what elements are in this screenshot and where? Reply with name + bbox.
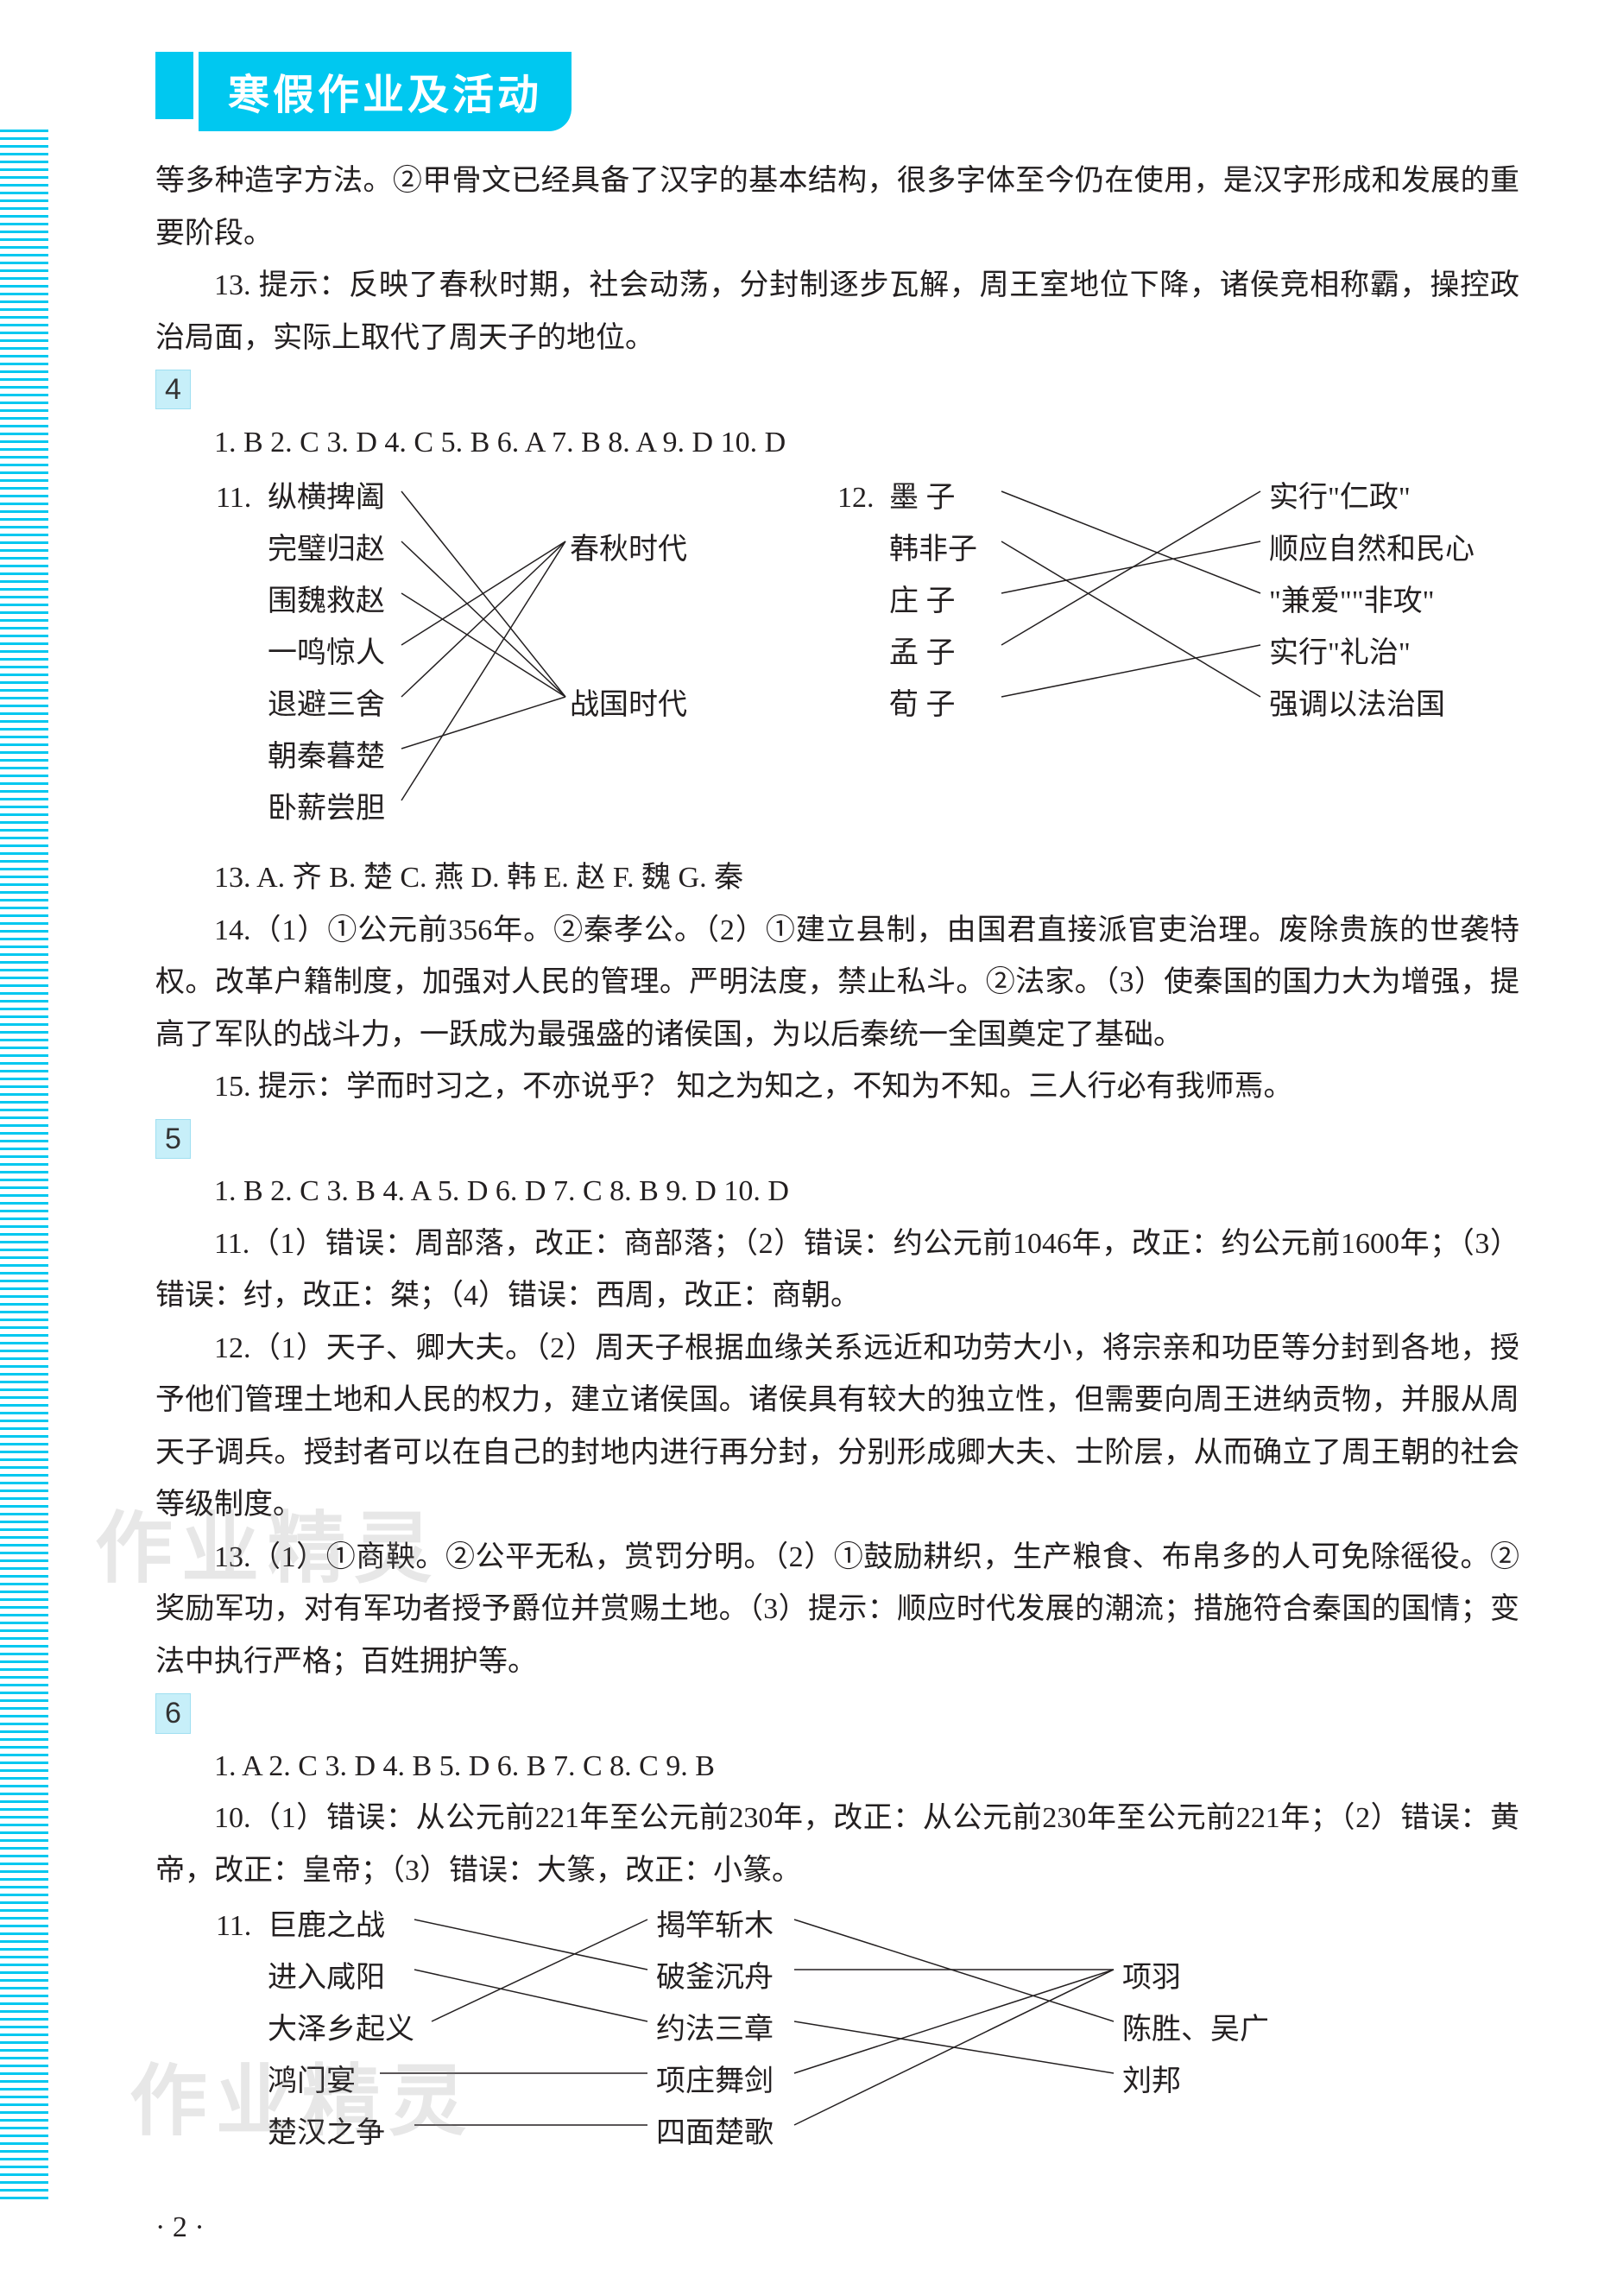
sec6-matching-diagram: 11. 巨鹿之战 进入咸阳 大泽乡起义 鸿门宴 楚汉之争 揭竿斩木 破釜沉舟 约…: [155, 1901, 1519, 2194]
header-accent-bar: [155, 52, 193, 119]
sec5-mc-answers: 1. B 2. C 3. B 4. A 5. D 6. D 7. C 8. B …: [155, 1166, 1519, 1218]
page-title: 寒假作业及活动: [199, 52, 572, 131]
sec6-mc-answers: 1. A 2. C 3. D 4. B 5. D 6. B 7. C 8. C …: [155, 1741, 1519, 1793]
sec4-matching-diagram: 11. 纵横捭阖 完璧归赵 围魏救赵 一鸣惊人 退避三舍 朝秦暮楚 卧薪尝胆 春…: [155, 472, 1519, 852]
sec5-q13: 13.（1）①商鞅。②公平无私，赏罚分明。（2）①鼓励耕织，生产粮食、布帛多的人…: [155, 1532, 1519, 1689]
page-content: 寒假作业及活动 等多种造字方法。②甲骨文已经具备了汉字的基本结构，很多字体至今仍…: [0, 0, 1623, 2296]
section-number-5: 5: [155, 1119, 191, 1159]
section-number-6: 6: [155, 1693, 191, 1733]
section-number-4: 4: [155, 370, 191, 409]
page-number: · 2 ·: [86, 2211, 1519, 2244]
diagram1-lines: [155, 472, 1519, 852]
sec5-q12: 12.（1）天子、卿大夫。（2）周天子根据血缘关系远近和功劳大小，将宗亲和功臣等…: [155, 1323, 1519, 1532]
sec4-mc-answers: 1. B 2. C 3. D 4. C 5. B 6. A 7. B 8. A …: [155, 417, 1519, 470]
sec4-q14: 14.（1）①公元前356年。②秦孝公。（2）①建立县制，由国君直接派官吏治理。…: [155, 905, 1519, 1062]
intro-paragraph-1: 等多种造字方法。②甲骨文已经具备了汉字的基本结构，很多字体至今仍在使用，是汉字形…: [155, 155, 1519, 260]
sec4-q13: 13. A. 齐 B. 楚 C. 燕 D. 韩 E. 赵 F. 魏 G. 秦: [155, 852, 1519, 905]
diagram2-lines: [155, 1901, 1519, 2194]
sec6-q10: 10.（1）错误：从公元前221年至公元前230年，改正：从公元前230年至公元…: [155, 1793, 1519, 1897]
sec4-q15: 15. 提示：学而时习之，不亦说乎？ 知之为知之，不知为不知。三人行必有我师焉。: [155, 1061, 1519, 1114]
sec5-q11: 11.（1）错误：周部落，改正：商部落；（2）错误：约公元前1046年，改正：约…: [155, 1218, 1519, 1323]
page-header: 寒假作业及活动: [86, 52, 1519, 131]
intro-paragraph-2: 13. 提示：反映了春秋时期，社会动荡，分封制逐步瓦解，周王室地位下降，诸侯竞相…: [155, 260, 1519, 364]
main-content: 等多种造字方法。②甲骨文已经具备了汉字的基本结构，很多字体至今仍在使用，是汉字形…: [86, 155, 1519, 2194]
